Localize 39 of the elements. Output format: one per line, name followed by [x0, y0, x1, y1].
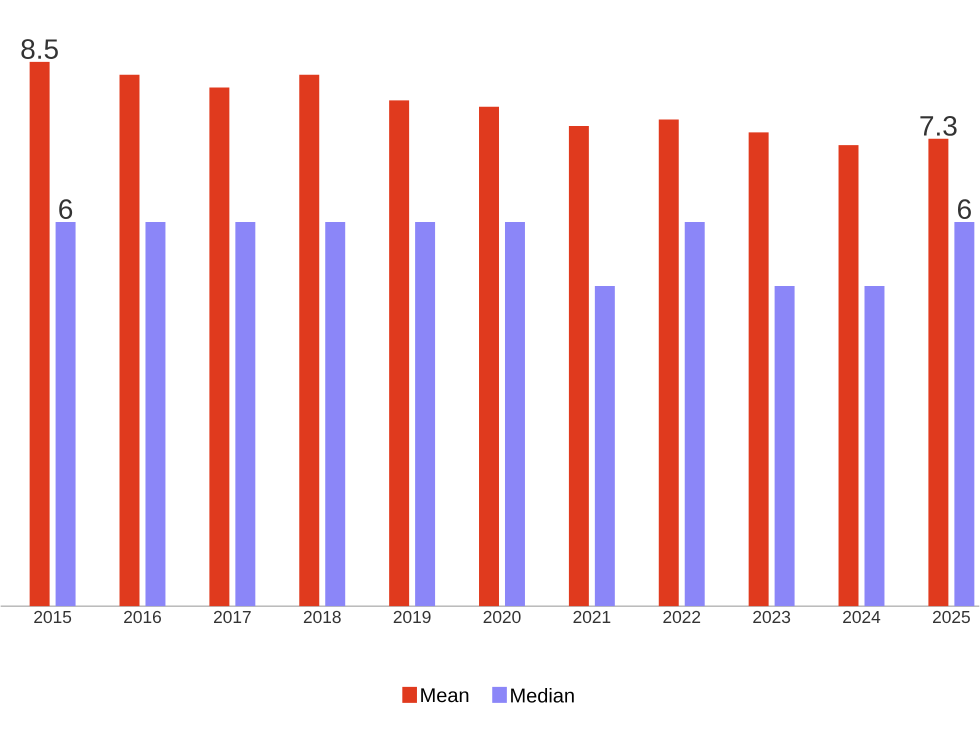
data-label: 6 [59, 199, 72, 220]
x-tick-label: 2023 [753, 610, 790, 624]
x-tick-label: 2016 [124, 610, 161, 624]
x-tick-label: 2022 [663, 610, 700, 624]
bar [864, 286, 884, 606]
x-tick-label: 2017 [214, 610, 251, 624]
bar [299, 74, 320, 606]
bar [479, 106, 499, 606]
bar [594, 286, 615, 606]
bar [658, 120, 679, 606]
bar [928, 138, 948, 606]
bar [56, 222, 76, 606]
bar [684, 222, 705, 606]
bar [235, 222, 256, 606]
bar [209, 88, 230, 606]
data-label: 7.3 [920, 116, 957, 136]
bar [325, 222, 346, 606]
bar [774, 286, 795, 606]
bar [145, 222, 166, 606]
x-tick-label: 2025 [933, 610, 970, 624]
bar [568, 126, 589, 606]
x-tick-label: 2021 [573, 610, 610, 624]
bar [415, 222, 436, 606]
bar [504, 222, 525, 606]
x-tick-label: 2015 [34, 610, 72, 624]
data-label: 6 [958, 199, 971, 220]
bar [838, 145, 858, 606]
data-label: 8.5 [21, 39, 58, 59]
x-tick-label: 2020 [484, 610, 521, 624]
x-tick-label: 2024 [843, 610, 880, 624]
x-tick-label: 2019 [394, 610, 431, 624]
legend-label: Mean [421, 688, 468, 702]
x-tick-label: 2018 [304, 610, 341, 624]
legend-label: Median [511, 688, 574, 703]
bar [30, 62, 50, 606]
bar [954, 222, 974, 606]
bar [120, 74, 140, 606]
bar [389, 100, 410, 606]
bar [748, 132, 769, 606]
